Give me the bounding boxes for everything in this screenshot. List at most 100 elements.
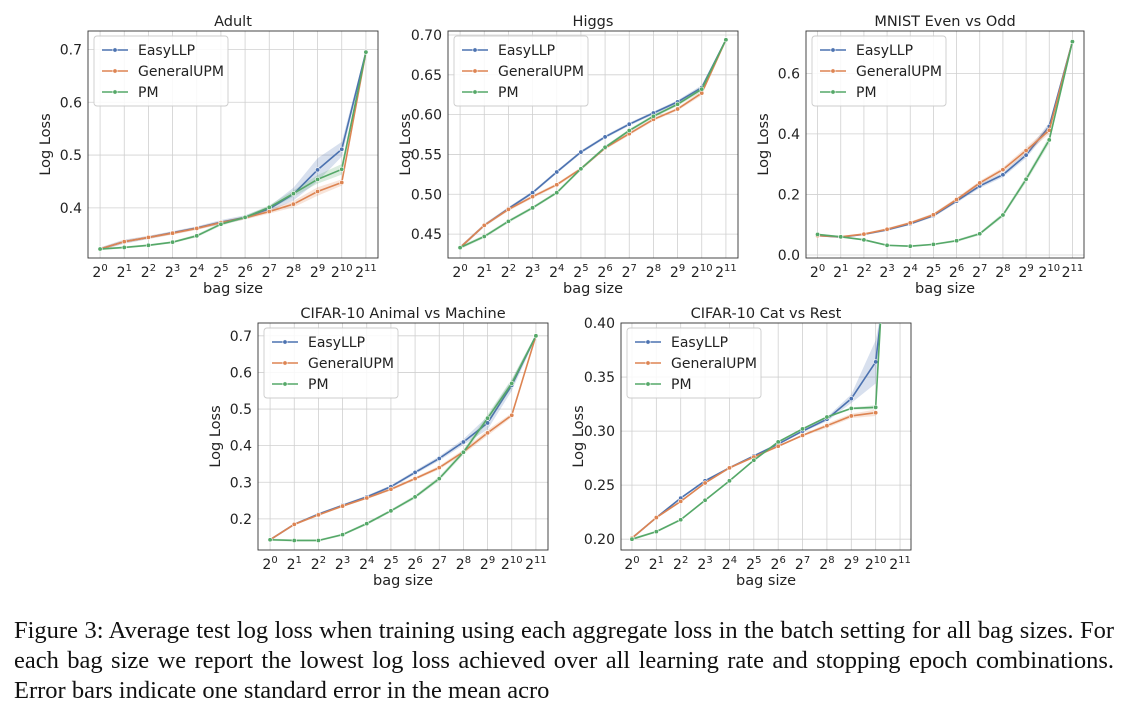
data-point-pm bbox=[340, 532, 346, 538]
x-tick-label: 27 bbox=[432, 555, 447, 573]
data-point-generalupm bbox=[775, 443, 781, 449]
data-point-generalupm bbox=[907, 220, 913, 226]
x-tick-label: 21 bbox=[477, 263, 492, 281]
data-point-generalupm bbox=[1000, 167, 1006, 173]
y-tick-label: 0.0 bbox=[778, 248, 800, 264]
legend-marker-easyllp bbox=[472, 47, 478, 53]
x-tick-label: 24 bbox=[189, 263, 204, 281]
x-tick-label: 25 bbox=[573, 263, 588, 281]
data-point-pm bbox=[602, 144, 608, 150]
legend-marker-pm bbox=[645, 381, 651, 387]
x-tick-label: 24 bbox=[903, 263, 918, 281]
legend-marker-easyllp bbox=[112, 47, 118, 53]
data-point-generalupm bbox=[121, 239, 127, 245]
data-point-pm bbox=[723, 37, 729, 43]
legend-marker-pm bbox=[112, 89, 118, 95]
data-point-pm bbox=[699, 86, 705, 92]
legend-marker-pm bbox=[472, 89, 478, 95]
chart-mnist: 0.0 0.2 0.4 0.6 20 21 22 23 24 25 26 27 28 29 210 211 ba… bbox=[756, 14, 1085, 297]
x-tick-label: 20 bbox=[810, 263, 825, 281]
data-point-pm bbox=[170, 239, 176, 245]
data-point-easyllp bbox=[626, 121, 632, 127]
data-point-generalupm bbox=[339, 180, 345, 186]
data-point-pm bbox=[838, 234, 844, 240]
plot-frame bbox=[447, 30, 739, 259]
data-point-generalupm bbox=[315, 188, 321, 194]
legend-label-generalupm: GeneralUPM bbox=[138, 64, 224, 80]
x-tick-label: 24 bbox=[549, 263, 564, 281]
x-tick-label: 211 bbox=[715, 263, 737, 281]
x-axis-label: bag size bbox=[373, 573, 433, 589]
legend-label-generalupm: GeneralUPM bbox=[498, 64, 584, 80]
data-point-pm bbox=[626, 128, 632, 134]
data-point-pm bbox=[388, 508, 394, 514]
data-point-generalupm bbox=[364, 495, 370, 501]
x-tick-label: 23 bbox=[335, 555, 350, 573]
data-point-pm bbox=[363, 49, 369, 55]
data-point-easyllp bbox=[436, 455, 442, 461]
data-point-easyllp bbox=[602, 134, 608, 140]
series-line-easyllp bbox=[631, 323, 882, 539]
y-tick-label: 0.2 bbox=[778, 187, 800, 203]
data-point-generalupm bbox=[485, 430, 491, 436]
data-point-generalupm bbox=[702, 480, 708, 486]
y-tick-label: 0.4 bbox=[60, 201, 82, 217]
data-point-pm bbox=[291, 537, 297, 543]
y-tick-label: 0.2 bbox=[230, 512, 252, 528]
series-line-pm bbox=[817, 41, 1074, 247]
legend-label-easyllp: EasyLLP bbox=[498, 43, 555, 59]
plot-area bbox=[457, 37, 729, 251]
x-tick-label: 28 bbox=[456, 555, 471, 573]
series-line-pm bbox=[100, 51, 367, 250]
chart-title: CIFAR-10 Animal vs Machine bbox=[300, 306, 505, 322]
x-tick-label: 29 bbox=[844, 555, 859, 573]
y-tick-label: 0.45 bbox=[411, 227, 442, 243]
data-point-generalupm bbox=[726, 465, 732, 471]
x-axis-label: bag size bbox=[736, 573, 796, 589]
x-tick-label: 29 bbox=[670, 263, 685, 281]
data-point-pm bbox=[290, 191, 296, 197]
data-point-pm bbox=[315, 537, 321, 543]
series-line-pm bbox=[459, 39, 727, 249]
data-point-pm bbox=[457, 245, 463, 251]
series-line-generalupm bbox=[269, 335, 537, 541]
plot-frame bbox=[257, 322, 549, 551]
legend-marker-generalupm bbox=[830, 68, 836, 74]
data-point-pm bbox=[267, 537, 273, 543]
data-point-pm bbox=[907, 243, 913, 249]
data-point-generalupm bbox=[554, 182, 560, 188]
data-point-generalupm bbox=[930, 212, 936, 218]
data-point-pm bbox=[554, 190, 560, 196]
legend-marker-generalupm bbox=[112, 68, 118, 74]
x-tick-label: 20 bbox=[92, 263, 107, 281]
data-point-pm bbox=[1000, 212, 1006, 218]
data-point-pm bbox=[364, 521, 370, 527]
x-tick-label: 211 bbox=[889, 555, 911, 573]
data-point-pm bbox=[1069, 39, 1075, 45]
x-tick-label: 211 bbox=[1062, 263, 1084, 281]
legend-box bbox=[93, 35, 229, 107]
y-tick-label: 0.55 bbox=[411, 147, 442, 163]
x-tick-label: 21 bbox=[117, 263, 132, 281]
data-point-pm bbox=[848, 405, 854, 411]
data-point-pm bbox=[726, 478, 732, 484]
series-line-generalupm bbox=[817, 41, 1074, 238]
data-point-pm bbox=[879, 323, 882, 324]
x-axis-label: bag size bbox=[203, 281, 263, 297]
data-point-pm bbox=[977, 231, 983, 237]
data-point-pm bbox=[242, 214, 248, 220]
x-tick-label: 25 bbox=[383, 555, 398, 573]
x-tick-label: 21 bbox=[287, 555, 302, 573]
legend-label-pm: PM bbox=[138, 85, 159, 101]
chart-cifar-cat: 0.20 0.25 0.30 0.35 0.40 20 21 22 23 24 25 26 27 28 29… bbox=[571, 306, 912, 589]
y-tick-label: 0.6 bbox=[230, 365, 252, 381]
data-point-pm bbox=[1023, 176, 1029, 182]
x-tick-label: 26 bbox=[237, 263, 252, 281]
data-point-pm bbox=[678, 517, 684, 523]
x-tick-label: 25 bbox=[746, 555, 761, 573]
data-point-generalupm bbox=[1023, 148, 1029, 154]
data-point-generalupm bbox=[873, 410, 879, 416]
data-point-generalupm bbox=[675, 106, 681, 112]
legend-marker-easyllp bbox=[282, 339, 288, 345]
y-axis-label: Log Loss bbox=[756, 113, 772, 175]
